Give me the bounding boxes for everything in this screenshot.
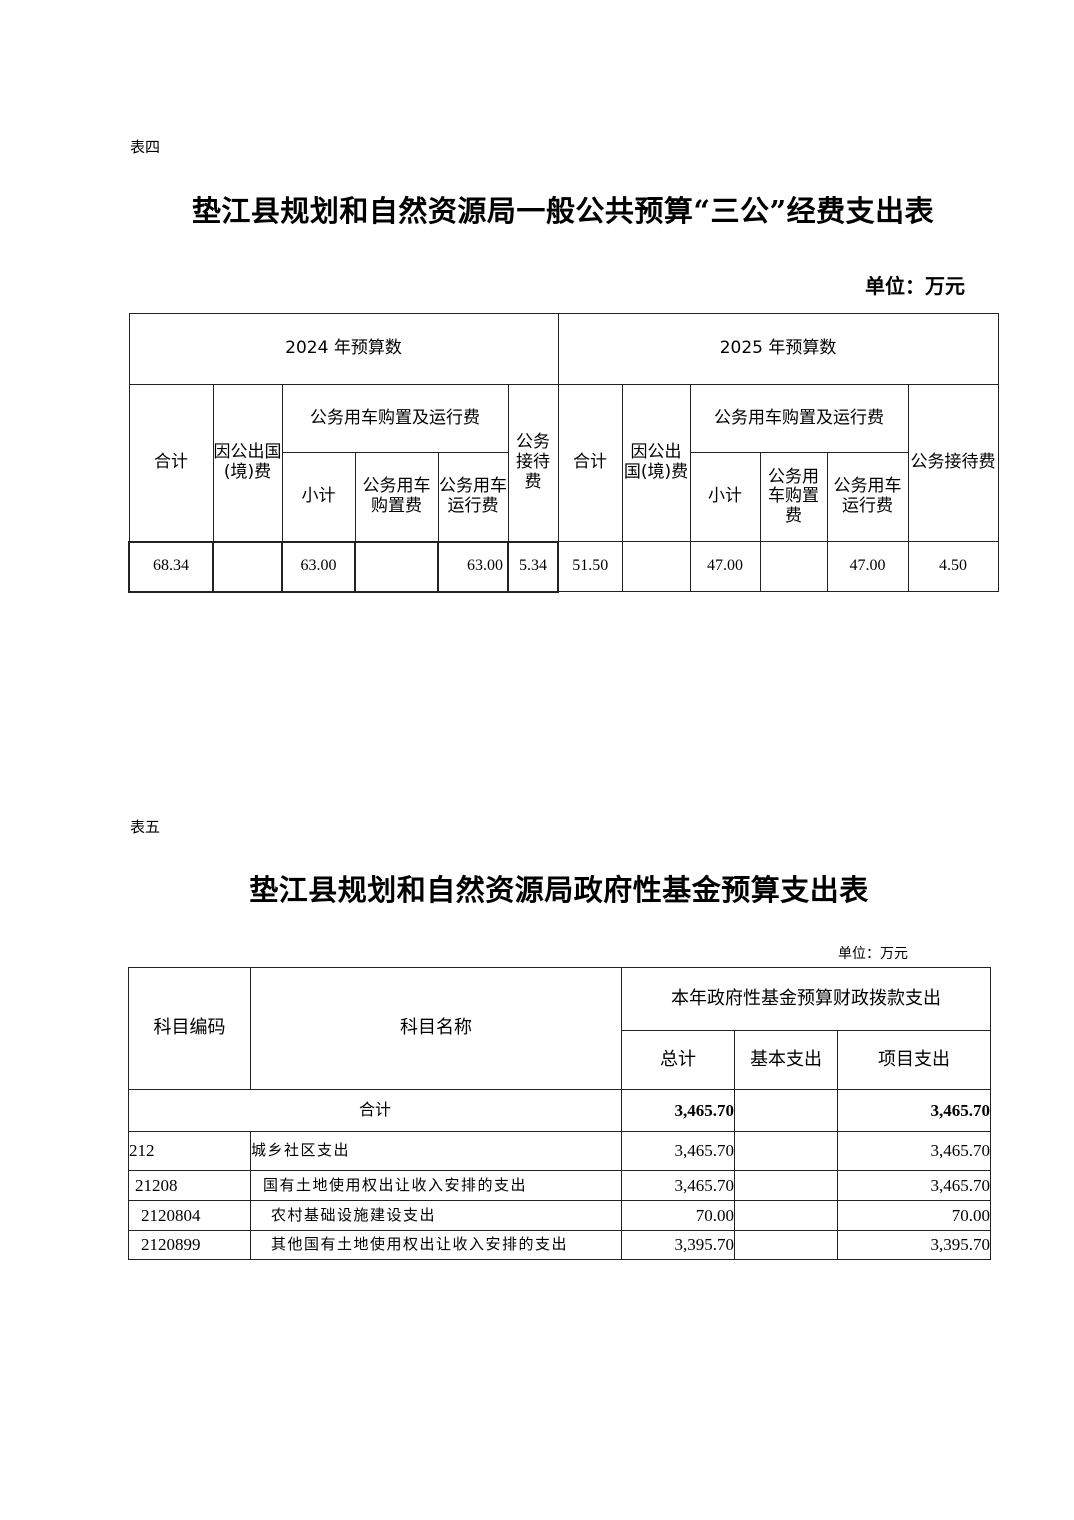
cell-purchase-2025 <box>759 541 828 592</box>
header-operation-2024: 公务用车运行费 <box>437 452 509 542</box>
table5-title: 垫江县规划和自然资源局政府性基金预算支出表 <box>249 873 869 907</box>
cell-subtotal-2024: 63.00 <box>281 540 356 593</box>
gov-fund-budget-table: 科目编码 科目名称 本年政府性基金预算财政拨款支出 总计 基本支出 项目支出 合… <box>128 967 992 1260</box>
row-basic <box>734 1230 838 1260</box>
row-code: 2120804 <box>128 1200 251 1231</box>
header-abroad-2024: 因公出国(境)费 <box>212 384 283 542</box>
table-row: 212 城乡社区支出 3,465.70 3,465.70 <box>128 1131 992 1171</box>
row-name: 城乡社区支出 <box>250 1131 622 1171</box>
header-vehicle-2024: 公务用车购置及运行费 <box>281 384 509 453</box>
table-row: 21208 国有土地使用权出让收入安排的支出 3,465.70 3,465.70 <box>128 1170 992 1201</box>
total-basic <box>734 1089 838 1132</box>
row-project: 3,465.70 <box>836 1170 992 1201</box>
header-operation-2025: 公务用车运行费 <box>826 452 909 542</box>
cell-operation-2024: 63.00 <box>437 540 509 593</box>
cell-purchase-2024 <box>354 540 439 593</box>
row-project: 3,395.70 <box>836 1230 992 1260</box>
cell-reception-2025: 4.50 <box>907 541 999 592</box>
header-purchase-2025: 公务用车购置费 <box>759 452 828 542</box>
table4-unit: 单位：万元 <box>865 274 965 298</box>
header-2024: 2024 年预算数 <box>128 313 559 385</box>
total-project: 3,465.70 <box>836 1089 992 1132</box>
row-total: 3,395.70 <box>621 1230 735 1260</box>
row-basic <box>734 1170 838 1201</box>
row-total: 3,465.70 <box>621 1131 735 1171</box>
header-purchase-2024: 公务用车购置费 <box>354 452 439 542</box>
row-project: 70.00 <box>836 1200 992 1231</box>
header-total-2025: 合计 <box>557 384 623 542</box>
row-code: 21208 <box>128 1170 251 1201</box>
row-name: 其他国有土地使用权出让收入安排的支出 <box>250 1230 622 1260</box>
cell-subtotal-2025: 47.00 <box>689 541 761 592</box>
header-basic: 基本支出 <box>734 1030 838 1090</box>
cell-operation-2025: 47.00 <box>826 541 909 592</box>
header-project: 项目支出 <box>836 1030 992 1090</box>
header-group: 本年政府性基金预算财政拨款支出 <box>620 967 992 1031</box>
row-total: 3,465.70 <box>621 1170 735 1201</box>
header-code: 科目编码 <box>128 967 251 1090</box>
row-code: 212 <box>128 1131 251 1171</box>
cell-total-2024: 68.34 <box>128 540 214 593</box>
header-abroad-2025: 因公出国(境)费 <box>621 384 691 542</box>
table4-label: 表四 <box>130 138 161 156</box>
header-subtotal-2025: 小计 <box>689 452 761 542</box>
cell-total-2025: 51.50 <box>557 541 623 592</box>
table5-unit: 单位：万元 <box>838 946 908 962</box>
row-project: 3,465.70 <box>836 1131 992 1171</box>
header-total-2024: 合计 <box>128 384 214 542</box>
header-reception-2024: 公务接待费 <box>507 384 559 542</box>
header-2025: 2025 年预算数 <box>557 313 999 385</box>
cell-abroad-2024 <box>212 540 283 593</box>
total-label: 合计 <box>128 1089 622 1132</box>
header-name: 科目名称 <box>250 967 622 1090</box>
header-vehicle-2025: 公务用车购置及运行费 <box>689 384 909 453</box>
row-code: 2120899 <box>128 1230 251 1260</box>
table-row: 68.34 63.00 63.00 5.34 51.50 47.00 47.00… <box>128 540 999 593</box>
table5-label: 表五 <box>130 818 161 836</box>
table-row: 2120899 其他国有土地使用权出让收入安排的支出 3,395.70 3,39… <box>128 1230 992 1260</box>
row-name: 国有土地使用权出让收入安排的支出 <box>250 1170 622 1201</box>
row-basic <box>734 1131 838 1171</box>
total-row: 合计 3,465.70 3,465.70 <box>128 1089 992 1132</box>
header-reception-2025: 公务接待费 <box>907 384 999 542</box>
row-total: 70.00 <box>621 1200 735 1231</box>
table4-title: 垫江县规划和自然资源局一般公共预算“三公”经费支出表 <box>191 194 935 228</box>
header-subtotal-2024: 小计 <box>281 452 356 542</box>
total-total: 3,465.70 <box>621 1089 735 1132</box>
cell-reception-2024: 5.34 <box>506 540 560 593</box>
row-basic <box>734 1200 838 1231</box>
three-public-expenses-table: 2024 年预算数 2025 年预算数 合计 因公出国(境)费 公务用车购置及运… <box>128 313 999 593</box>
cell-abroad-2025 <box>621 541 691 592</box>
table-row: 2120804 农村基础设施建设支出 70.00 70.00 <box>128 1200 992 1231</box>
header-total: 总计 <box>621 1030 735 1090</box>
row-name: 农村基础设施建设支出 <box>250 1200 622 1231</box>
